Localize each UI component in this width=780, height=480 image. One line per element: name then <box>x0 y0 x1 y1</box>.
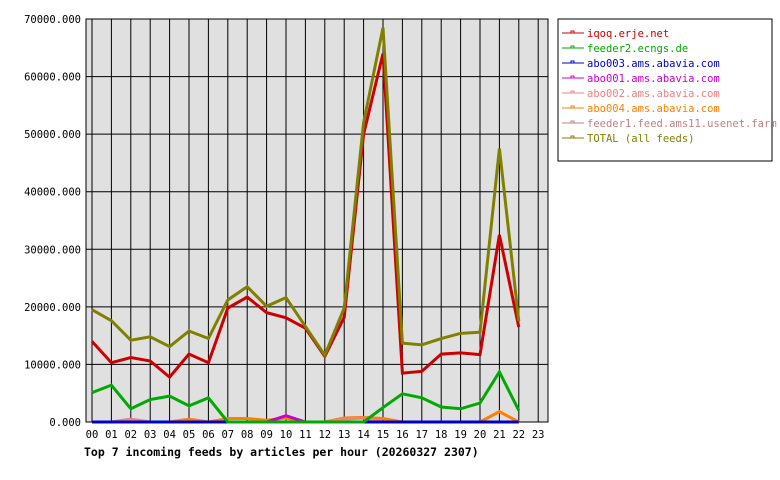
x-tick-label: 22 <box>512 429 525 441</box>
x-tick-label: 02 <box>124 429 137 441</box>
legend-label: abo004.ams.abavia.com <box>587 103 720 115</box>
y-tick-label: 0.000 <box>49 417 81 429</box>
x-tick-label: 17 <box>415 429 428 441</box>
legend-marker <box>570 105 575 109</box>
y-tick-label: 60000.000 <box>24 72 81 84</box>
legend-marker <box>570 90 575 94</box>
x-axis: 00 01 02 03 04 05 06 07 08 09 10 11 12 13 14 15 16 17 18 19… <box>86 429 545 441</box>
x-tick-label: 09 <box>260 429 273 441</box>
x-tick-label: 10 <box>280 429 293 441</box>
legend-marker <box>570 120 575 124</box>
plot-background <box>85 18 549 423</box>
legend-label: abo002.ams.abavia.com <box>587 88 720 100</box>
y-tick-label: 10000.000 <box>24 359 81 371</box>
x-tick-label: 07 <box>221 429 234 441</box>
x-tick-label: 23 <box>532 429 545 441</box>
series-line-1 <box>91 368 521 424</box>
legend-marker <box>570 45 575 49</box>
x-tick-label: 08 <box>241 429 254 441</box>
y-tick-label: 20000.000 <box>24 302 81 314</box>
y-tick-label: 30000.000 <box>24 244 81 256</box>
legend-label: TOTAL (all feeds) <box>587 133 694 145</box>
legend-label: abo001.ams.abavia.com <box>587 73 720 85</box>
x-tick-label: 04 <box>163 429 176 441</box>
x-tick-label: 00 <box>86 429 99 441</box>
legend-label: feeder2.ecngs.de <box>587 43 688 55</box>
y-axis: 0.000 10000.000 20000.000 30000.000 40000.00… <box>24 14 81 429</box>
legend <box>557 18 773 162</box>
x-tick-label: 13 <box>338 429 351 441</box>
legend-label: feeder1.feed.ams11.usenet.farm <box>587 118 777 130</box>
x-tick-label: 21 <box>493 429 506 441</box>
x-tick-label: 01 <box>105 429 118 441</box>
y-tick-label: 70000.000 <box>24 14 81 26</box>
x-tick-label: 12 <box>318 429 331 441</box>
series-line-7 <box>91 27 521 359</box>
legend-marker <box>570 75 575 79</box>
legend-label: abo003.ams.abavia.com <box>587 58 720 70</box>
y-tick-label: 40000.000 <box>24 187 81 199</box>
legend-label: iqoq.erje.net <box>587 28 669 40</box>
x-tick-label: 11 <box>299 429 312 441</box>
x-tick-label: 05 <box>183 429 196 441</box>
x-tick-label: 14 <box>357 429 370 441</box>
series-lines <box>90 27 521 424</box>
y-tick-label: 50000.000 <box>24 129 81 141</box>
x-tick-label: 16 <box>396 429 409 441</box>
x-tick-label: 03 <box>144 429 157 441</box>
legend-items: iqoq.erje.net feeder2.ecngs.de abo003.ams.… <box>562 28 777 145</box>
x-tick-label: 20 <box>474 429 487 441</box>
legend-marker <box>570 135 575 139</box>
x-tick-label: 06 <box>202 429 215 441</box>
legend-marker <box>570 30 575 34</box>
legend-marker <box>570 60 575 64</box>
x-tick-label: 18 <box>435 429 448 441</box>
x-tick-label: 19 <box>454 429 467 441</box>
x-tick-label: 15 <box>377 429 390 441</box>
chart-title: Top 7 incoming feeds by articles per hou… <box>84 445 479 459</box>
